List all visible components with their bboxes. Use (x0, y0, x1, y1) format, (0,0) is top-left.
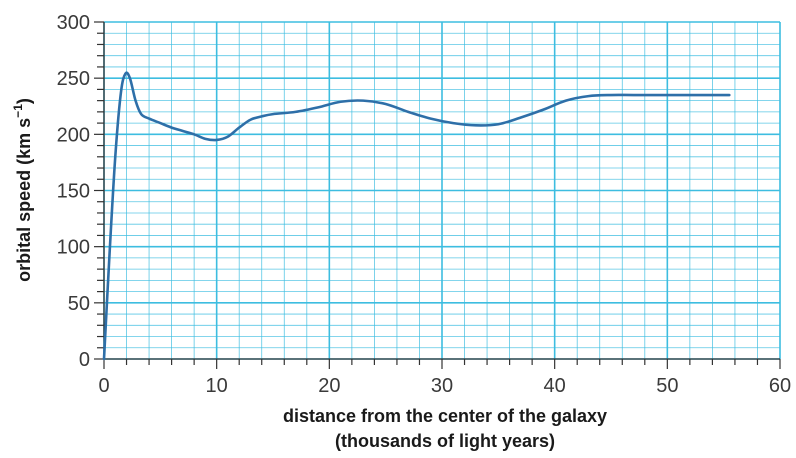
x-axis-label-line2: (thousands of light years) (335, 431, 555, 451)
axes (94, 21, 781, 369)
y-axis-label: orbital speed (km s−1) (11, 98, 34, 282)
orbital-speed-curve (102, 71, 731, 361)
y-tick-label: 50 (68, 293, 90, 315)
y-tick-label: 150 (57, 181, 90, 203)
y-tick-label: 250 (57, 68, 90, 90)
y-tick-label: 300 (57, 12, 90, 34)
y-tick-label: 100 (57, 237, 90, 259)
tick-labels: 0 10 20 30 40 50 60 0 50 100 150 200 250 300 (57, 12, 792, 397)
x-tick-label: 60 (769, 375, 791, 397)
y-tick-label: 200 (57, 124, 90, 146)
x-tick-label: 20 (318, 375, 340, 397)
x-tick-label: 30 (431, 375, 453, 397)
x-tick-label: 40 (544, 375, 566, 397)
y-axis-label-superscript: −1 (11, 104, 25, 118)
x-tick-label: 10 (206, 375, 228, 397)
y-tick-label: 0 (79, 349, 90, 371)
x-tick-label: 50 (656, 375, 678, 397)
x-tick-label: 0 (98, 375, 109, 397)
y-axis-label-main: orbital speed (km s (14, 118, 34, 282)
y-axis-label-close: ) (14, 98, 34, 104)
x-axis-label-line1: distance from the center of the galaxy (283, 406, 607, 426)
